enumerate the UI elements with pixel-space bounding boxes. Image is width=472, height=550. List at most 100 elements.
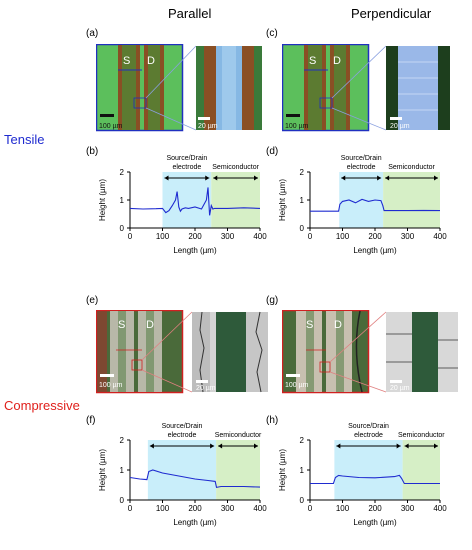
arrow-head: [341, 175, 346, 181]
x-tick-label: 200: [188, 504, 202, 513]
panel-label-h: (h): [266, 415, 279, 426]
y-tick-label: 0: [300, 496, 305, 505]
x-tick-label: 200: [368, 232, 382, 241]
source-label: S: [309, 55, 316, 67]
arrow-head: [213, 175, 218, 181]
arrow-head: [254, 443, 258, 449]
column-title-perpendicular: Perpendicular: [351, 6, 432, 21]
scale-bar-label: 100 µm: [99, 382, 123, 389]
panel-label-e: (e): [86, 295, 99, 306]
arrow-head: [434, 175, 438, 181]
drain-label: D: [146, 319, 154, 331]
x-tick-label: 100: [156, 232, 170, 241]
y-tick-label: 1: [300, 466, 305, 475]
arrow-head: [164, 175, 169, 181]
arrow-head: [218, 443, 223, 449]
region-label: electrode: [168, 432, 197, 439]
region-band: [383, 172, 440, 228]
x-tick-label: 300: [221, 232, 235, 241]
y-tick-label: 0: [300, 224, 305, 233]
y-tick-label: 2: [300, 168, 305, 177]
scale-bar-label: 20 µm: [390, 385, 410, 392]
scale-bar-label: 20 µm: [196, 385, 216, 392]
y-tick-label: 1: [300, 196, 305, 205]
micrograph-c-figure: S D 100 µm 20 µm: [282, 44, 450, 132]
x-tick-label: 0: [308, 504, 313, 513]
y-axis-label: Height (µm): [278, 449, 287, 491]
region-label: electrode: [172, 164, 201, 171]
height-profile-line: [129, 187, 261, 216]
x-tick-label: 400: [433, 232, 447, 241]
arrow-head: [404, 443, 409, 449]
row-label-compressive: Compressive: [4, 398, 80, 413]
panel-label-c: (c): [266, 28, 278, 39]
y-axis-label: Height (µm): [98, 179, 107, 221]
region-label: Source/Drain: [348, 423, 389, 430]
region-label: Semiconductor: [388, 164, 435, 171]
region-label: Semiconductor: [212, 164, 259, 171]
region-band: [211, 172, 260, 228]
arrow-head: [205, 175, 210, 181]
panel-label-f: (f): [86, 415, 96, 426]
source-label: S: [118, 319, 125, 331]
x-tick-label: 0: [308, 232, 313, 241]
region-label: Source/Drain: [162, 423, 203, 430]
x-tick-label: 300: [221, 504, 235, 513]
micrograph-a-figure: S D 100 µm 20 µm: [96, 44, 262, 132]
x-tick-label: 400: [253, 504, 267, 513]
region-label: electrode: [347, 164, 376, 171]
y-axis-label: Height (µm): [98, 449, 107, 491]
x-axis-label: Length (µm): [353, 246, 397, 255]
x-tick-label: 100: [336, 504, 350, 513]
x-axis-label: Length (µm): [353, 518, 397, 527]
arrow-head: [385, 175, 390, 181]
arrow-head: [254, 175, 258, 181]
x-tick-label: 100: [336, 232, 350, 241]
arrow-head: [396, 443, 401, 449]
region-label: Source/Drain: [341, 155, 382, 162]
panel-label-a: (a): [86, 28, 99, 39]
x-tick-label: 200: [188, 232, 202, 241]
source-label: S: [123, 55, 130, 67]
arrow-head: [149, 443, 154, 449]
x-tick-label: 200: [368, 504, 382, 513]
region-band: [147, 440, 217, 500]
panel-label-b: (b): [86, 146, 99, 157]
arrow-head: [336, 443, 341, 449]
x-tick-label: 0: [128, 504, 133, 513]
panel-label-g: (g): [266, 295, 279, 306]
drain-label: D: [334, 319, 342, 331]
row-label-tensile: Tensile: [4, 132, 45, 147]
region-band: [162, 172, 212, 228]
micrograph-e-figure: S D 100 µm 20 µm: [96, 310, 268, 394]
y-tick-label: 0: [120, 224, 125, 233]
region-label: electrode: [354, 432, 383, 439]
micrograph-g-figure: S D 100 µm 20 µm: [282, 310, 458, 394]
height-profile-chart-h: Source/Drain electrode Semiconductor 0 100 20…: [278, 423, 447, 527]
region-band: [402, 440, 440, 500]
column-title-parallel: Parallel: [168, 6, 212, 21]
region-label: Semiconductor: [398, 432, 445, 439]
y-tick-label: 2: [120, 168, 125, 177]
region-label: Source/Drain: [166, 155, 207, 162]
scale-bar-label: 100 µm: [285, 382, 309, 389]
y-tick-label: 0: [120, 496, 125, 505]
x-tick-label: 300: [401, 504, 415, 513]
scale-bar-label: 100 µm: [99, 123, 123, 130]
scale-bar-label: 20 µm: [198, 123, 218, 130]
arrow-head: [210, 443, 215, 449]
y-axis-label: Height (µm): [278, 179, 287, 221]
height-profile-line: [310, 474, 440, 485]
scale-bar-label: 20 µm: [390, 123, 410, 130]
drain-label: D: [333, 55, 341, 67]
x-tick-label: 100: [156, 504, 170, 513]
micrograph-g-overview: [282, 310, 370, 394]
x-tick-label: 0: [128, 232, 133, 241]
region-band: [334, 440, 403, 500]
height-profile-line: [129, 469, 261, 489]
y-tick-label: 1: [120, 196, 125, 205]
region-label: Semiconductor: [215, 432, 262, 439]
height-profile-chart-f: Source/Drain electrode Semiconductor 0 100 20…: [98, 423, 267, 527]
